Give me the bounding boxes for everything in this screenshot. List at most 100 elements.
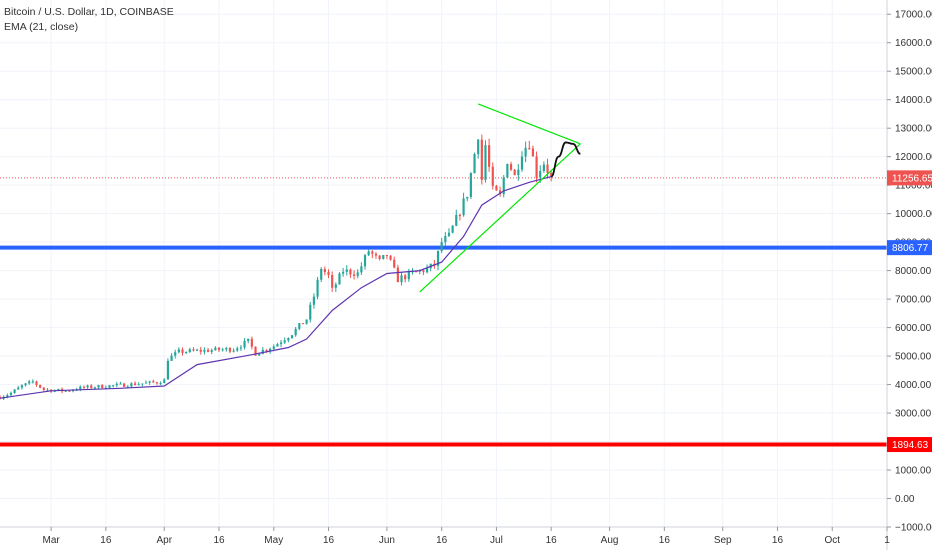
candle-up (243, 340, 246, 348)
candle-up (28, 381, 31, 384)
candle-up (130, 383, 133, 387)
candle-down (528, 147, 531, 149)
chart-title[interactable]: Bitcoin / U.S. Dollar, 1D, COINBASE (4, 6, 174, 18)
candle-down (90, 385, 93, 388)
candle-up (276, 344, 279, 347)
y-tick-label: 17000.00 (895, 10, 932, 21)
candle-up (17, 387, 20, 390)
candle-up (436, 250, 440, 266)
x-tick-label: 16 (436, 535, 448, 546)
candle-up (163, 379, 166, 384)
candle-up (484, 145, 487, 180)
price-label-11256.65[interactable]: 11256.65 (892, 173, 932, 184)
candle-up (166, 360, 170, 380)
x-tick-label: 16 (772, 535, 784, 546)
candle-up (444, 235, 447, 243)
candle-up (272, 346, 275, 349)
candle-down (254, 346, 257, 356)
candle-down (385, 254, 389, 256)
candle-up (506, 164, 509, 178)
candle-up (24, 383, 27, 386)
y-tick-label: 15000.00 (895, 67, 932, 78)
x-tick-label: Oct (824, 535, 840, 546)
candle-down (389, 255, 392, 260)
candle-up (367, 251, 370, 256)
candle-up (345, 269, 348, 272)
candle-down (35, 381, 38, 385)
candle-down (550, 172, 553, 176)
x-axis[interactable]: Mar 16 Apr 16 May 16 Jun 16 Jul 16 Aug 16 Sep 16 Oct 1 (0, 526, 890, 546)
x-tick-label: 16 (659, 535, 671, 546)
candle-up (261, 349, 264, 354)
candle-up (258, 353, 261, 356)
indicator-label[interactable]: EMA (21, close) (4, 21, 79, 33)
x-tick-label: Jul (490, 535, 503, 546)
x-tick-label: May (264, 535, 283, 546)
candle-down (509, 164, 513, 170)
candle-up (188, 349, 191, 352)
candle-up (466, 196, 469, 199)
candle-down (155, 382, 159, 384)
ema-line-path[interactable] (0, 176, 552, 399)
projection-path[interactable] (550, 141, 581, 178)
y-tick-label: 7000.00 (895, 295, 932, 306)
triangle-upper-line[interactable] (477, 103, 581, 145)
candle-up (338, 273, 341, 285)
price-labels: 8806.77 1894.63 11256.65 (887, 170, 932, 453)
candles (0, 134, 553, 400)
candle-up (462, 198, 465, 216)
candle-up (210, 350, 213, 352)
candle-up (407, 271, 410, 280)
legend: Bitcoin / U.S. Dollar, 1D, COINBASE EMA … (4, 5, 174, 35)
candle-down (374, 253, 378, 256)
candle-down (422, 270, 425, 273)
candle-up (196, 349, 199, 351)
candle-up (356, 272, 359, 276)
candle-up (13, 389, 16, 393)
candle-down (39, 384, 42, 388)
candle-up (104, 387, 107, 389)
candle-down (458, 214, 462, 216)
candle-up (287, 338, 290, 341)
candle-down (349, 269, 352, 275)
candle-down (228, 348, 232, 352)
candle-up (400, 275, 403, 283)
candle-up (440, 242, 443, 251)
candle-down (498, 190, 502, 195)
candle-up (455, 214, 458, 226)
candle-down (323, 269, 326, 273)
candle-up (360, 266, 363, 273)
candle-down (152, 381, 155, 383)
price-label-1894.63[interactable]: 1894.63 (892, 440, 929, 451)
y-tick-label: 3000.00 (895, 409, 932, 420)
candle-up (203, 349, 206, 352)
candle-up (382, 254, 385, 259)
candle-up (316, 279, 319, 297)
candle-down (378, 255, 381, 259)
candle-up (447, 232, 451, 236)
candle-down (217, 347, 221, 351)
candle-up (148, 381, 151, 383)
candle-up (305, 319, 308, 324)
candle-up (115, 383, 118, 386)
candle-up (221, 349, 224, 351)
candle-down (192, 349, 195, 351)
candle-up (279, 342, 283, 345)
candle-up (298, 323, 301, 329)
candle-down (352, 274, 356, 276)
candle-up (309, 304, 312, 320)
y-axis[interactable]: −1000.000.001000.002000.003000.004000.00… (886, 0, 932, 550)
candle-down (491, 166, 494, 186)
candle-up (79, 386, 82, 390)
candle-up (542, 164, 545, 171)
candle-up (225, 348, 228, 350)
candle-up (473, 154, 476, 174)
candle-up (93, 387, 97, 389)
candle-up (97, 385, 100, 388)
triangle-lower-line[interactable] (419, 143, 581, 293)
candle-down (199, 349, 202, 352)
candle-up (144, 382, 148, 384)
price-label-8806.77[interactable]: 8806.77 (892, 243, 929, 254)
y-tick-label: 10000.00 (895, 209, 932, 220)
